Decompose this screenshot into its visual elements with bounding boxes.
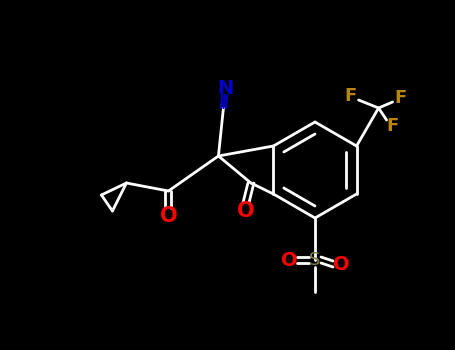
Text: O: O [237,201,255,221]
Text: F: F [344,87,357,105]
Text: S: S [309,251,321,269]
Text: O: O [281,251,297,270]
Text: O: O [160,206,177,226]
Text: F: F [394,89,407,107]
Text: O: O [333,254,349,273]
Text: F: F [386,117,399,135]
Text: N: N [217,78,233,98]
